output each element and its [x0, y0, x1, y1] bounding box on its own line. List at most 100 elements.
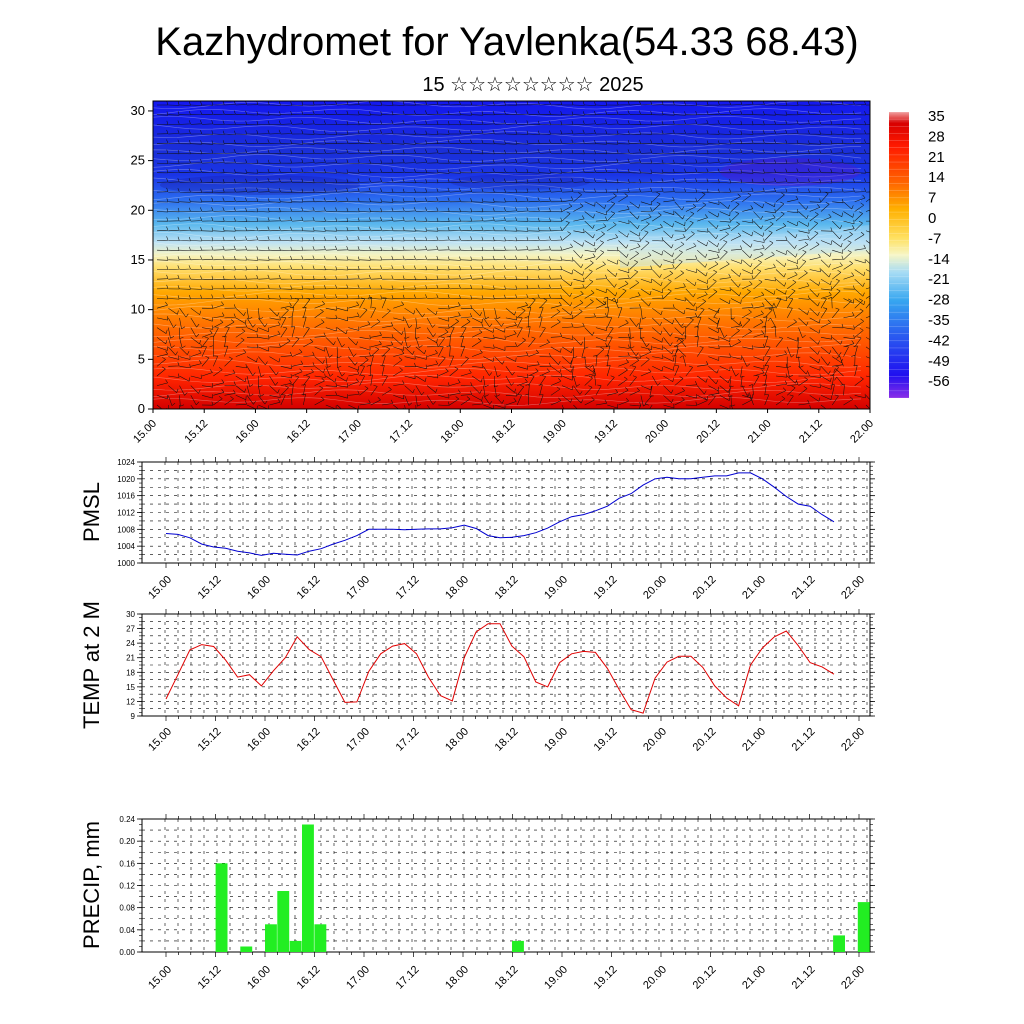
- x-tick: 19.12: [592, 574, 620, 602]
- y-tick: 0.04: [119, 926, 135, 935]
- x-tick: 22.00: [839, 574, 867, 602]
- field-x-tick: 20.12: [695, 418, 723, 446]
- precip-bar: [512, 940, 524, 952]
- colorbar-label: -14: [928, 251, 950, 268]
- x-tick: 16.00: [245, 726, 273, 754]
- colorbar-labels: 35 28 21 14 7 0 -7 -14 -21 -28 -35 -42 -49 -56: [928, 108, 950, 390]
- x-tick: 22.00: [839, 726, 867, 754]
- x-tick: 21.12: [790, 574, 818, 602]
- y-tick: 1024: [117, 458, 135, 467]
- colorbar-label: -7: [928, 230, 941, 247]
- precip-bar: [314, 924, 327, 952]
- x-tick: 20.12: [691, 964, 719, 992]
- x-tick: 18.00: [443, 964, 471, 992]
- precip-bar: [277, 891, 290, 952]
- x-tick: 19.00: [542, 964, 570, 992]
- x-tick: 19.12: [592, 726, 620, 754]
- field-x-tick: 20.00: [643, 418, 671, 446]
- x-tick: 19.12: [592, 964, 620, 992]
- colorbar-label: -49: [928, 353, 950, 370]
- x-tick: 21.12: [790, 726, 818, 754]
- field-x-tick: 18.00: [438, 418, 466, 446]
- y-tick: 1008: [117, 525, 135, 534]
- field-y-tick: 25: [131, 153, 145, 168]
- temperature-field: [153, 101, 870, 409]
- precip-bar: [289, 940, 302, 952]
- precip-bar: [265, 924, 277, 952]
- pmsl-panel: 1000 1004 1008 1012 1016 1020 1024 15.00 15.12 16…: [79, 457, 875, 602]
- precip-bar: [833, 935, 845, 952]
- x-tick: 17.12: [394, 574, 422, 602]
- field-x-axis: 15.00 15.12 16.00 16.12 17.00 17.12 18.00 18.12…: [131, 409, 876, 446]
- colorbar-scale: [889, 112, 909, 398]
- x-tick: 17.00: [344, 574, 372, 602]
- colorbar-label: 7: [928, 190, 936, 207]
- x-tick: 16.12: [295, 574, 323, 602]
- y-tick: 0.16: [119, 859, 135, 868]
- field-y-tick: 30: [131, 103, 145, 118]
- temperature-line: [165, 623, 835, 714]
- x-tick: 20.00: [641, 964, 669, 992]
- field-x-tick: 19.12: [592, 418, 620, 446]
- x-tick: 16.12: [295, 964, 323, 992]
- x-tick: 16.00: [245, 574, 273, 602]
- x-tick: 21.00: [740, 574, 768, 602]
- x-tick: 21.00: [740, 726, 768, 754]
- field-y-tick: 10: [131, 302, 145, 317]
- colorbar: 35 28 21 14 7 0 -7 -14 -21 -28 -35 -42 -49 -56: [889, 108, 950, 399]
- x-tick: 18.12: [493, 964, 521, 992]
- y-tick: 1012: [117, 509, 135, 518]
- field-x-tick: 15.00: [131, 418, 159, 446]
- field-x-tick: 15.12: [182, 418, 210, 446]
- y-tick: 1016: [117, 492, 135, 501]
- y-tick: 30: [126, 610, 135, 619]
- y-tick: 1004: [117, 542, 135, 551]
- chart-subtitle: 15 ☆☆☆☆☆☆☆☆ 2025: [422, 74, 643, 96]
- y-tick: 1020: [117, 475, 135, 484]
- x-tick: 20.12: [691, 726, 719, 754]
- field-y-tick: 20: [131, 202, 145, 217]
- wind-barbs: [156, 101, 870, 409]
- y-tick: 1000: [117, 559, 135, 568]
- colorbar-label: 35: [928, 108, 945, 125]
- x-tick: 18.12: [493, 574, 521, 602]
- x-tick: 20.00: [641, 574, 669, 602]
- field-x-tick: 16.12: [285, 418, 313, 446]
- pmsl-axis-label: PMSL: [79, 482, 104, 542]
- colorbar-label: -42: [928, 332, 950, 349]
- y-tick: 9: [131, 712, 136, 721]
- y-tick: 27: [126, 625, 135, 634]
- precip-bar: [240, 946, 253, 952]
- colorbar-label: 0: [928, 210, 936, 227]
- field-x-tick: 22.00: [848, 418, 876, 446]
- field-x-tick: 16.00: [234, 418, 262, 446]
- precip-panel: 0.00 0.04 0.08 0.12 0.16 0.20 0.24 15.00 15.12 16…: [79, 814, 875, 992]
- field-y-tick: 15: [131, 252, 145, 267]
- y-tick: 0.00: [119, 948, 135, 957]
- colorbar-label: -35: [928, 312, 950, 329]
- precip-axis-label: PRECIP, mm: [79, 821, 104, 949]
- colorbar-label: 28: [928, 128, 945, 145]
- temperature-panel: 9 12 15 18 21 24 27 30 15.00 15.12 16.00 16.12 17.00…: [79, 601, 875, 754]
- y-tick: 15: [126, 683, 135, 692]
- y-tick: 21: [126, 654, 135, 663]
- x-tick: 15.00: [146, 964, 174, 992]
- y-tick: 0.08: [119, 904, 135, 913]
- x-tick: 20.12: [691, 574, 719, 602]
- pmsl-line: [165, 472, 835, 556]
- field-texture: [153, 101, 870, 406]
- x-tick: 18.00: [443, 574, 471, 602]
- field-x-tick: 17.12: [387, 418, 415, 446]
- chart-title: Kazhydromet for Yavlenka(54.33 68.43): [155, 20, 858, 64]
- y-tick: 0.20: [119, 837, 135, 846]
- x-tick: 15.00: [146, 574, 174, 602]
- x-tick: 15.12: [196, 726, 224, 754]
- x-tick: 17.00: [344, 726, 372, 754]
- cross-section-panel: 0 5 10 15 20 25 30 15.00 15.12 16.00 16.12 17.00 17…: [131, 100, 876, 446]
- precip-bar: [302, 824, 314, 952]
- x-tick: 18.12: [493, 726, 521, 754]
- x-tick: 19.00: [542, 726, 570, 754]
- y-tick: 18: [126, 668, 135, 677]
- x-tick: 22.00: [839, 964, 867, 992]
